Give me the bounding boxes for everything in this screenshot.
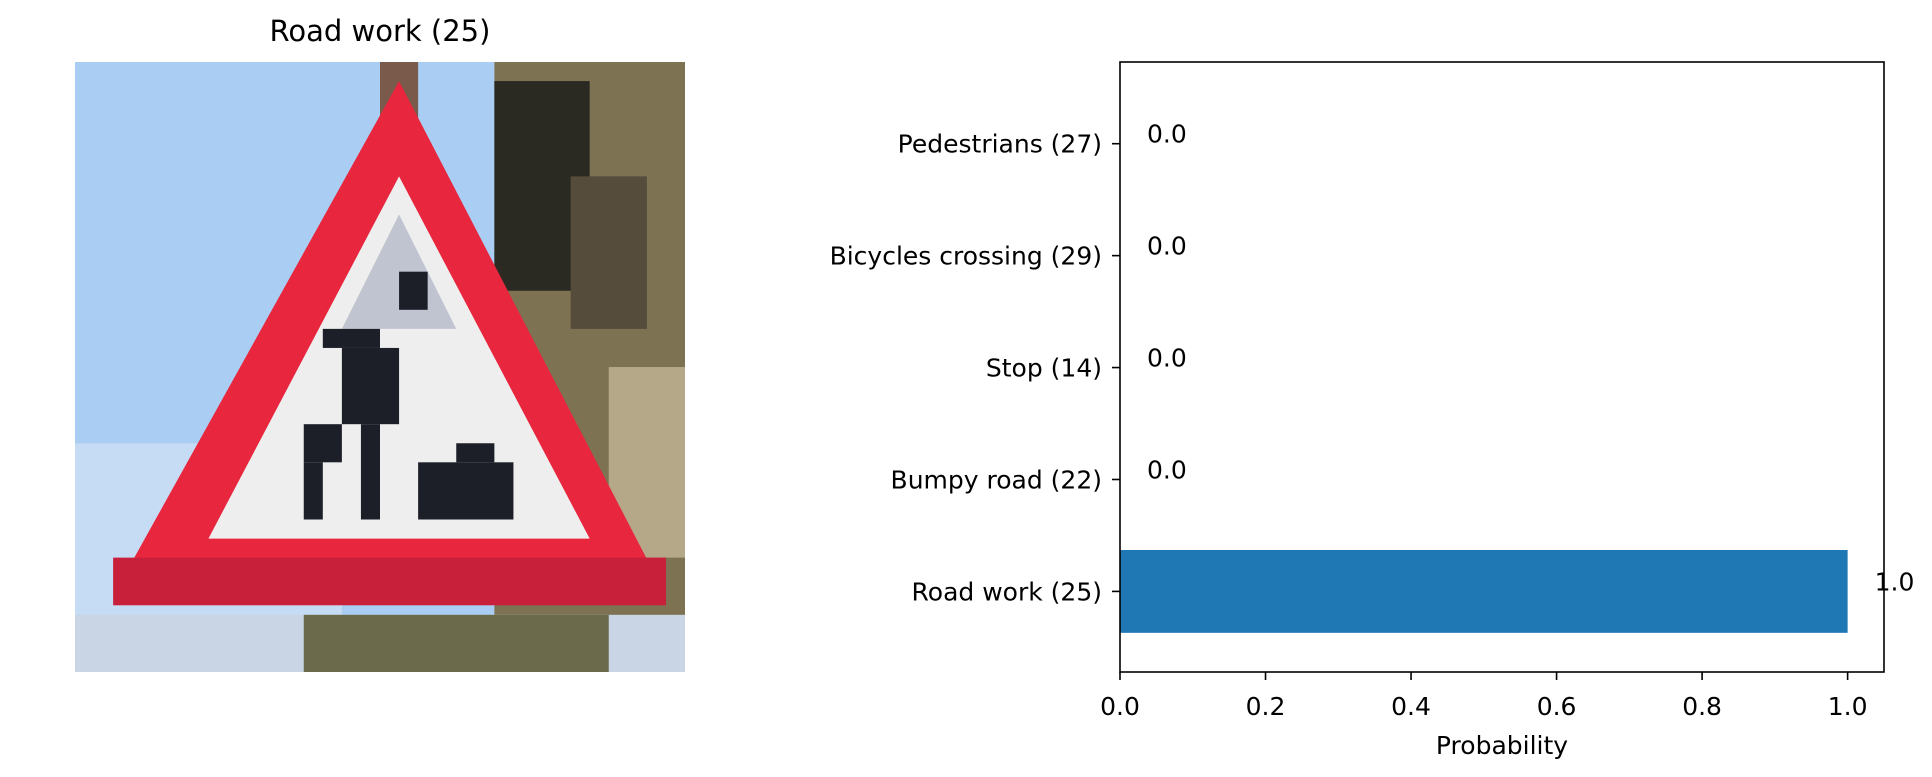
data-label: 0.0 [1147, 232, 1187, 261]
x-tick-label: 0.0 [1100, 692, 1140, 721]
data-label: 0.0 [1147, 344, 1187, 373]
y-tick-label: Stop (14) [986, 354, 1102, 383]
worker-figure [303, 271, 514, 520]
x-tick-label: 0.8 [1682, 692, 1722, 721]
x-axis-label: Probability [1436, 731, 1568, 760]
x-tick-label: 0.6 [1537, 692, 1577, 721]
image-title: Road work (25) [269, 14, 491, 48]
y-tick-label: Bumpy road (22) [891, 465, 1102, 494]
y-tick-label: Road work (25) [912, 577, 1102, 606]
ground-detail [303, 614, 609, 672]
x-tick-label: 0.4 [1391, 692, 1431, 721]
y-tick-label: Pedestrians (27) [898, 130, 1102, 159]
sign-bottom-band [113, 557, 666, 606]
bars-layer [1120, 550, 1848, 633]
road-work-sign-image [75, 62, 685, 672]
bar [1120, 550, 1848, 633]
x-tick-label: 1.0 [1828, 692, 1868, 721]
data-label: 0.0 [1147, 455, 1187, 484]
data-label: 0.0 [1147, 120, 1187, 149]
data-label: 1.0 [1875, 567, 1915, 596]
ticks-layer: Road work (25) 1.0 Bumpy road (22) 0.0 Stop … [830, 120, 1915, 721]
y-tick-label: Bicycles crossing (29) [830, 242, 1102, 271]
x-tick-label: 0.2 [1246, 692, 1286, 721]
foliage-mid [570, 176, 647, 329]
